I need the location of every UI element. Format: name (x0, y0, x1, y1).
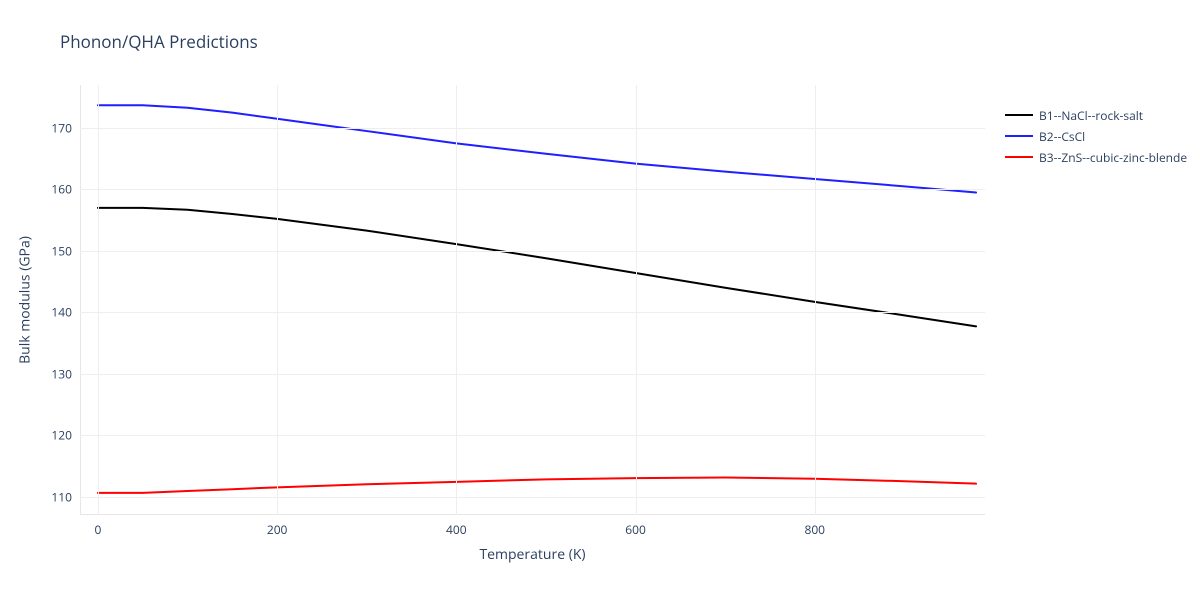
chart-root: Phonon/QHA Predictions Bulk modulus (GPa… (0, 0, 1200, 600)
y-tick-label: 170 (51, 120, 72, 137)
y-gridline (80, 435, 985, 436)
legend-label: B3--ZnS--cubic-zinc-blende (1039, 149, 1187, 166)
y-tick-label: 110 (51, 488, 72, 505)
x-tick-label: 200 (267, 521, 288, 538)
x-tick-label: 800 (804, 521, 825, 538)
legend-item[interactable]: B3--ZnS--cubic-zinc-blende (1005, 147, 1187, 167)
legend-swatch (1005, 156, 1033, 158)
series-line-b1[interactable] (98, 208, 976, 327)
x-gridline (636, 85, 637, 515)
legend-swatch (1005, 114, 1033, 116)
y-tick-label: 130 (51, 365, 72, 382)
y-gridline (80, 497, 985, 498)
y-tick-label: 140 (51, 304, 72, 321)
x-gridline (98, 85, 99, 515)
x-tick-label: 600 (625, 521, 646, 538)
legend: B1--NaCl--rock-salt B2--CsCl B3--ZnS--cubi… (1005, 105, 1187, 168)
chart-title: Phonon/QHA Predictions (60, 30, 258, 53)
x-gridline (815, 85, 816, 515)
legend-item[interactable]: B1--NaCl--rock-salt (1005, 105, 1187, 125)
y-gridline (80, 128, 985, 129)
y-tick-label: 120 (51, 427, 72, 444)
y-gridline (80, 251, 985, 252)
series-svg (80, 85, 985, 515)
x-axis-title: Temperature (K) (479, 545, 585, 564)
legend-label: B1--NaCl--rock-salt (1039, 107, 1143, 124)
x-tick-label: 0 (94, 521, 101, 538)
x-gridline (277, 85, 278, 515)
x-gridline (456, 85, 457, 515)
legend-item[interactable]: B2--CsCl (1005, 126, 1187, 146)
y-gridline (80, 189, 985, 190)
legend-swatch (1005, 135, 1033, 137)
y-gridline (80, 374, 985, 375)
series-line-b3[interactable] (98, 478, 976, 493)
y-tick-label: 150 (51, 242, 72, 259)
y-tick-label: 160 (51, 181, 72, 198)
legend-label: B2--CsCl (1039, 128, 1085, 145)
series-line-b2[interactable] (98, 105, 976, 192)
y-axis-title: Bulk modulus (GPa) (16, 236, 35, 364)
y-gridline (80, 312, 985, 313)
x-tick-label: 400 (446, 521, 467, 538)
plot-area[interactable]: Bulk modulus (GPa) Temperature (K) 02004… (80, 85, 985, 515)
